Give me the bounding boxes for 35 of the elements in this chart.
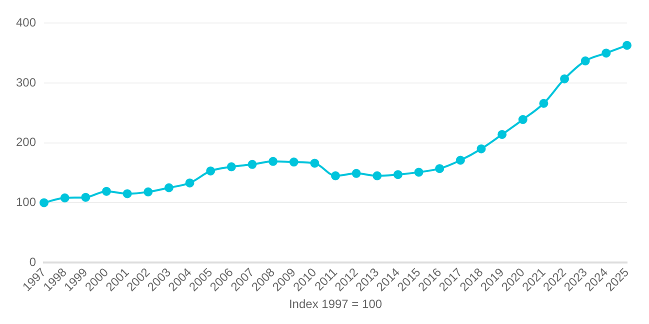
point (602, 48, 611, 58)
point (60, 193, 70, 202)
point (102, 186, 111, 196)
point (268, 156, 278, 166)
y-tick-label: 100 (16, 195, 36, 210)
y-tick-label: 400 (16, 16, 36, 30)
point (289, 158, 298, 167)
point (518, 115, 528, 124)
y-tick-label: 300 (16, 75, 36, 90)
point (248, 160, 257, 169)
point (456, 156, 465, 165)
point (622, 40, 632, 50)
point (560, 74, 570, 84)
y-tick-label: 0 (29, 254, 36, 269)
point (435, 164, 444, 174)
point (393, 170, 402, 180)
point (498, 130, 507, 139)
point (40, 198, 49, 208)
point (206, 166, 216, 176)
point (476, 144, 486, 154)
point (144, 187, 153, 196)
point (580, 56, 590, 66)
point (122, 189, 132, 198)
point (331, 171, 340, 180)
y-tick-label: 200 (16, 135, 36, 150)
point (226, 162, 236, 172)
point (414, 168, 424, 177)
point (81, 192, 90, 202)
point (352, 168, 361, 178)
point (310, 158, 320, 168)
x-axis-title: Index 1997 = 100 (288, 297, 382, 312)
point (372, 171, 382, 180)
point (185, 178, 194, 188)
point (164, 183, 174, 192)
point (539, 98, 548, 108)
